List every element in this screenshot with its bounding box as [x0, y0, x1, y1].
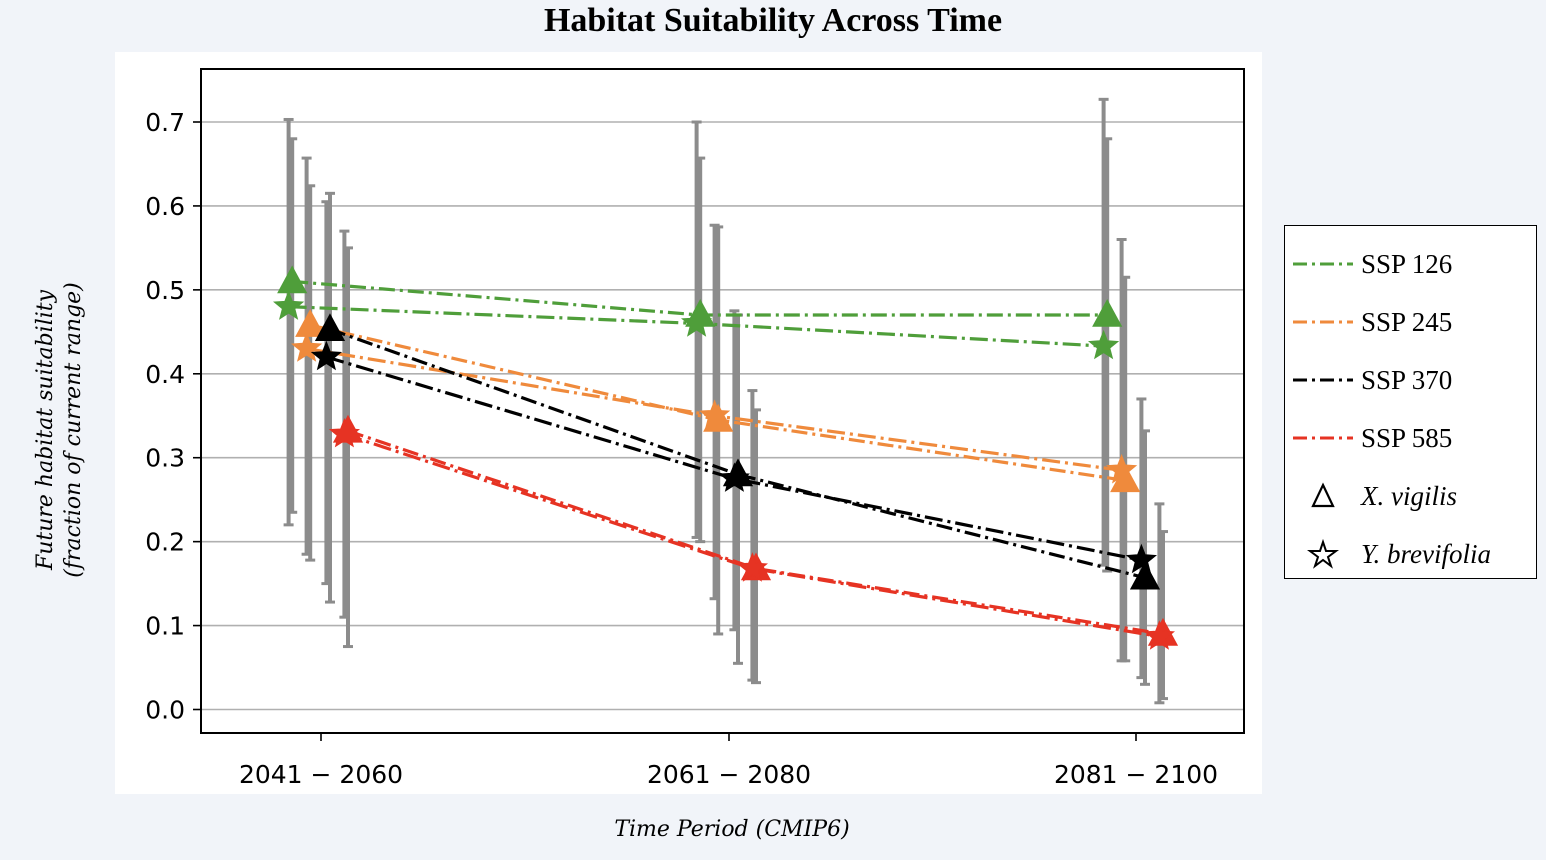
y-tick-label: 0.6 [145, 192, 185, 221]
series-lines [288, 279, 1164, 639]
legend-label-ybrevifolia: Y. brevifolia [1361, 538, 1492, 569]
legend-item-ssp585: SSP 585 [1285, 418, 1536, 458]
y-tick-label: 0.2 [145, 528, 185, 557]
chart-title: Habitat Suitability Across Time [543, 2, 1003, 39]
x-tick-label: 2081 − 2100 [1054, 760, 1218, 789]
legend-item-ssp370: SSP 370 [1285, 360, 1536, 400]
data-point-triangle [277, 265, 308, 294]
data-point-star [718, 462, 751, 492]
data-point-triangle [295, 309, 326, 337]
y-axis-label-2: (fraction of current range) [61, 282, 86, 577]
series-line-ssp370-ybrevifolia [325, 355, 1142, 562]
y-tick-label: 0.0 [145, 696, 185, 725]
data-point-star [328, 417, 361, 448]
legend-label-ssp126: SSP 126 [1361, 248, 1453, 279]
data-point-triangle [314, 313, 346, 342]
legend-swatch-ssp585 [1293, 436, 1353, 440]
data-point-triangle [1092, 298, 1123, 327]
y-tick-label: 0.1 [145, 612, 185, 641]
y-tick-label: 0.3 [145, 444, 185, 473]
data-point-triangle [1129, 561, 1161, 590]
grid-lines [201, 121, 1244, 711]
data-point-star [1105, 453, 1138, 484]
data-point-star [680, 307, 713, 337]
legend-swatch-ssp370 [1293, 378, 1353, 382]
series-line-ssp585-xvigilis [347, 429, 1164, 636]
legend-label-ssp585: SSP 585 [1361, 422, 1453, 453]
legend: SSP 126 SSP 245 SSP 370 SSP 585 X. vigil… [1284, 225, 1537, 579]
error-bars [283, 97, 1168, 705]
legend-item-ssp245: SSP 245 [1285, 302, 1536, 342]
legend-label-xvigilis: X. vigilis [1361, 480, 1457, 511]
data-point-star [1087, 329, 1120, 360]
data-point-star [736, 552, 769, 582]
triangle-icon [1311, 482, 1335, 508]
legend-item-ssp126: SSP 126 [1285, 244, 1536, 284]
legend-swatch-ssp245 [1293, 320, 1353, 324]
x-tick-label: 2061 − 2080 [647, 760, 811, 789]
series-markers [272, 265, 1179, 650]
data-point-star [310, 340, 343, 371]
data-point-star [272, 290, 305, 320]
y-tick-label: 0.7 [145, 108, 185, 137]
legend-item-xvigilis: X. vigilis [1285, 476, 1536, 516]
legend-label-ssp370: SSP 370 [1361, 364, 1453, 395]
star-icon [1307, 538, 1339, 569]
y-axis-label: Future habitat suitability [33, 289, 58, 571]
data-point-star [290, 332, 323, 362]
x-ticks: 2041 − 2060 2061 − 2080 2081 − 2100 [239, 733, 1218, 789]
legend-label-ssp245: SSP 245 [1361, 306, 1453, 337]
x-tick-label: 2041 − 2060 [239, 760, 403, 789]
data-point-star [1143, 620, 1176, 650]
plot-frame [200, 68, 1245, 734]
legend-swatch-ssp126 [1293, 262, 1353, 266]
data-point-star [698, 399, 731, 430]
x-axis-label: Time Period (CMIP6) [614, 817, 849, 842]
y-tick-label: 0.5 [145, 276, 185, 305]
data-point-star [1125, 543, 1158, 574]
y-tick-label: 0.4 [145, 360, 185, 389]
y-ticks: 0.0 0.1 0.2 0.3 0.4 0.5 0.6 0.7 [145, 108, 201, 725]
legend-item-ybrevifolia: Y. brevifolia [1285, 534, 1536, 574]
